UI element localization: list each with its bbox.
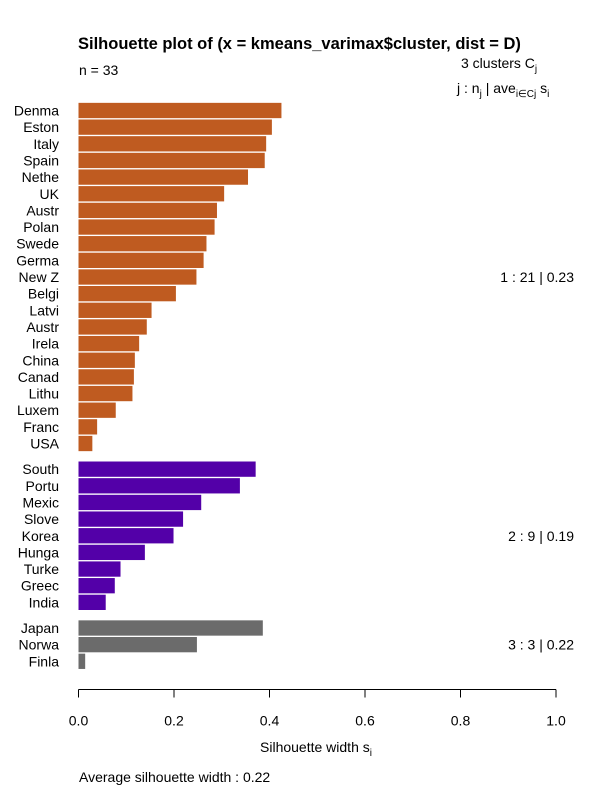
bar-label: UK (40, 186, 60, 202)
bar-label: Italy (33, 136, 59, 152)
x-tick-label: 1.0 (546, 713, 566, 729)
bar-label: Portu (26, 478, 59, 494)
silhouette-bar (79, 436, 93, 451)
silhouette-bar (79, 578, 115, 593)
silhouette-bar (79, 286, 176, 301)
silhouette-bar (79, 153, 265, 168)
bar-label: Turke (24, 561, 59, 577)
bar-label: Denma (14, 103, 59, 119)
silhouette-bar (79, 186, 225, 201)
silhouette-bar (79, 169, 249, 184)
clusters-header: 3 clusters Cj (461, 55, 537, 75)
silhouette-bar (79, 620, 263, 635)
n-count: n = 33 (79, 62, 119, 78)
silhouette-bar (79, 511, 184, 526)
bar-label: Irela (32, 336, 59, 352)
silhouette-bar (79, 336, 140, 351)
cluster-summary: 1 : 21 | 0.23 (500, 269, 574, 285)
x-tick-label: 0.0 (69, 713, 89, 729)
bar-label: Nethe (22, 169, 60, 185)
bar-label: Austr (26, 202, 59, 218)
bar-label: South (22, 461, 59, 477)
bar-label: Belgi (28, 286, 59, 302)
silhouette-bar (79, 103, 282, 118)
silhouette-bar (79, 495, 202, 510)
bar-label: Korea (22, 528, 60, 544)
silhouette-bar (79, 654, 86, 669)
average-silhouette-width: Average silhouette width : 0.22 (79, 769, 270, 785)
silhouette-bar (79, 637, 197, 652)
bar-label: Luxem (17, 402, 59, 418)
x-tick-label: 0.2 (164, 713, 184, 729)
silhouette-bar (79, 269, 197, 284)
silhouette-bar (79, 478, 240, 493)
silhouette-bar (79, 319, 147, 334)
bar-label: Norwa (19, 637, 60, 653)
x-tick-label: 0.8 (451, 713, 471, 729)
cluster-summary: 3 : 3 | 0.22 (508, 637, 574, 653)
cluster-summaries: 1 : 21 | 0.23 2 : 9 | 0.19 3 : 3 | 0.22 (500, 269, 574, 653)
chart-title: Silhouette plot of (x = kmeans_varimax$c… (78, 35, 521, 53)
silhouette-bar (79, 203, 217, 218)
silhouette-bar (79, 219, 215, 234)
bar-label: Slove (24, 511, 59, 527)
silhouette-bar (79, 369, 134, 384)
bar-label: Hunga (18, 544, 59, 560)
silhouette-bar (79, 561, 121, 576)
bar-label: Franc (23, 419, 59, 435)
silhouette-bar (79, 303, 152, 318)
silhouette-bar (79, 528, 174, 543)
bar-label: Japan (21, 620, 59, 636)
bar-label: China (22, 352, 59, 368)
x-axis: 0.0 0.2 0.4 0.6 0.8 1.0 (69, 690, 566, 729)
cluster-summary: 2 : 9 | 0.19 (508, 528, 574, 544)
bar-label: Polan (23, 219, 59, 235)
labels-layer: DenmaEstonItalySpainNetheUKAustrPolanSwe… (14, 103, 60, 670)
silhouette-bar (79, 403, 116, 418)
bar-label: Mexic (22, 494, 59, 510)
silhouette-bar (79, 419, 98, 434)
bar-label: Eston (23, 119, 59, 135)
silhouette-bar (79, 253, 204, 268)
silhouette-bar (79, 595, 106, 610)
bar-label: New Z (19, 269, 60, 285)
x-tick-label: 0.6 (355, 713, 375, 729)
bar-label: Swede (16, 236, 59, 252)
bar-label: Lithu (29, 386, 59, 402)
bar-label: Germa (16, 252, 59, 268)
bar-label: Canad (18, 369, 59, 385)
silhouette-bar (79, 462, 256, 477)
silhouette-bar (79, 545, 145, 560)
silhouette-bar (79, 353, 135, 368)
bar-label: USA (30, 436, 59, 452)
bars-layer (79, 103, 282, 669)
columns-header: j : nj | avei∈Cj si (456, 80, 549, 100)
bar-label: Austr (26, 319, 59, 335)
silhouette-bar (79, 136, 267, 151)
silhouette-bar (79, 120, 272, 135)
bar-label: Finla (29, 653, 60, 669)
x-axis-title: Silhouette width si (260, 739, 372, 759)
bar-label: Greec (21, 578, 59, 594)
silhouette-bar (79, 236, 207, 251)
silhouette-bar (79, 386, 133, 401)
bar-label: Latvi (29, 302, 59, 318)
x-tick-label: 0.4 (260, 713, 280, 729)
bar-label: Spain (23, 152, 59, 168)
bar-label: India (29, 594, 60, 610)
